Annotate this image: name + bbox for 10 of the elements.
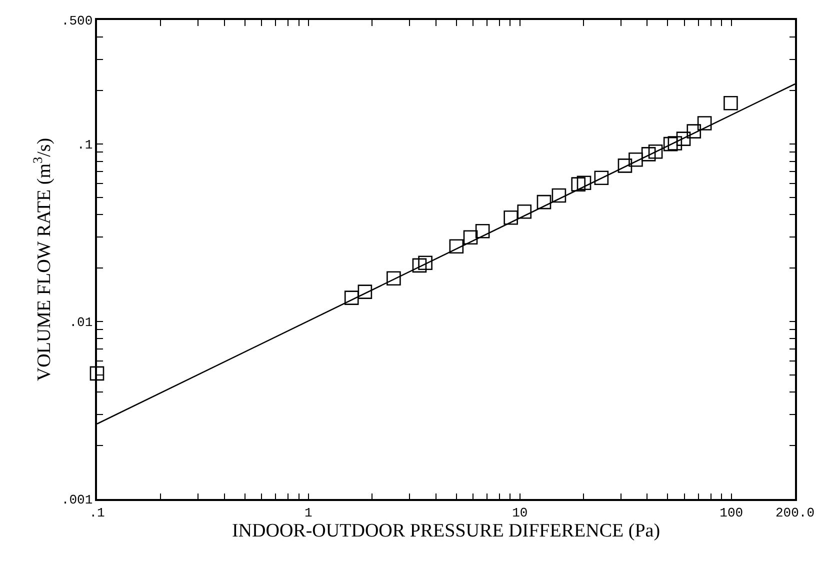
y-tick-label: .500 — [61, 14, 93, 29]
y-tick-label: .1 — [77, 138, 93, 153]
x-tick-label: 10 — [512, 505, 528, 520]
x-tick-label: 100 — [720, 505, 744, 520]
y-tick-label: .01 — [69, 315, 93, 330]
y-tick-label: .001 — [61, 492, 93, 508]
x-tick-label: .1 — [89, 505, 105, 520]
x-axis-title: INDOOR-OUTDOOR PRESSURE DIFFERENCE (Pa) — [232, 520, 660, 542]
x-tick-label: 1 — [304, 505, 313, 520]
x-tick-label: 200.0 — [775, 505, 815, 520]
